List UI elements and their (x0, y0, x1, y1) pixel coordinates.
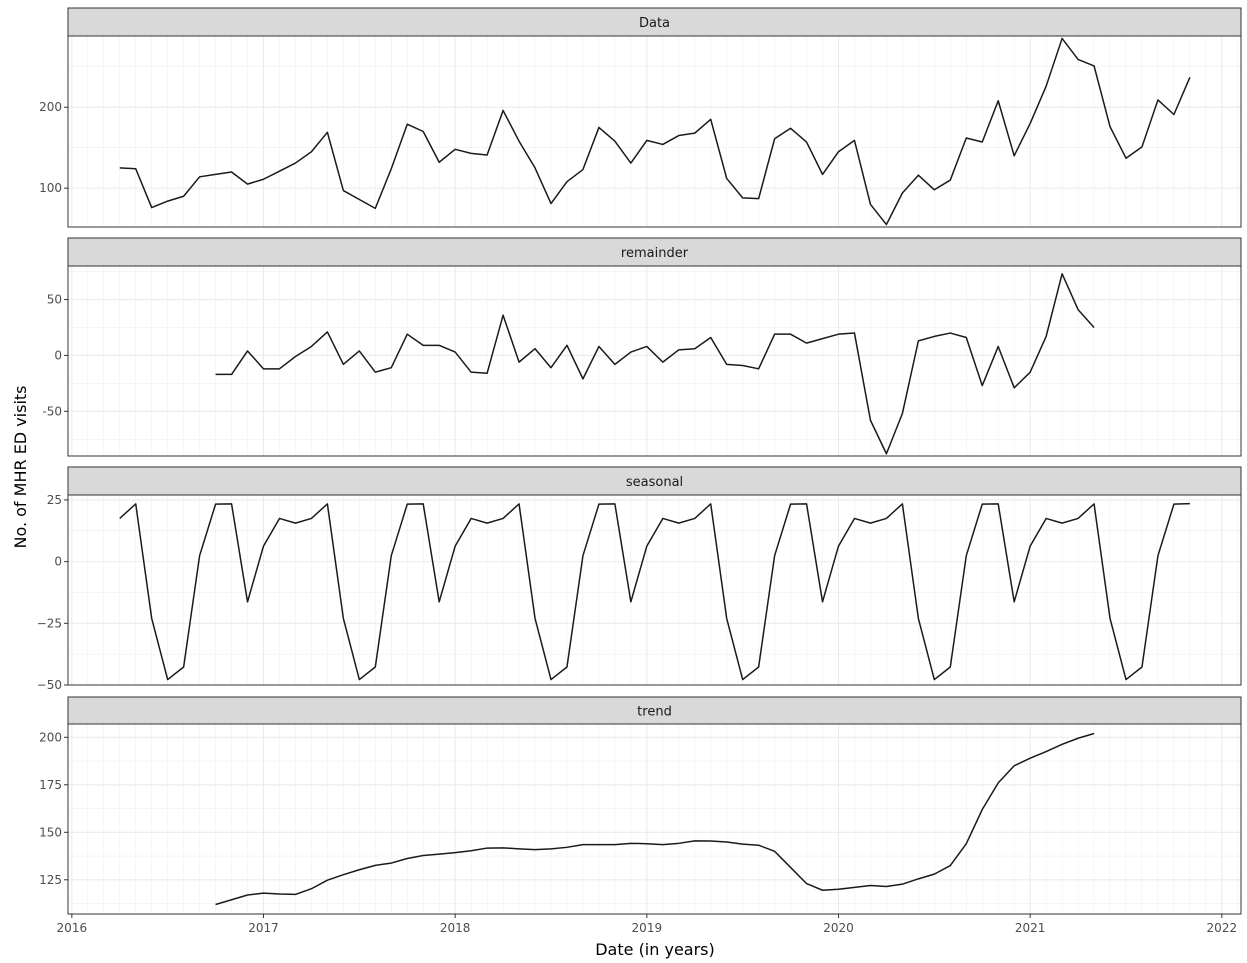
facet-strip (67, 237, 1242, 267)
x-tick-label: 2018 (440, 921, 471, 935)
y-tick-label: 100 (39, 181, 62, 195)
y-tick-label: 0 (54, 348, 62, 362)
x-tick-label: 2017 (248, 921, 279, 935)
panel-0: Data 100 200 (39, 7, 1242, 228)
y-tick-label: -50 (42, 404, 62, 418)
y-tick-label: −25 (37, 616, 62, 630)
x-tick-label: 2022 (1207, 921, 1238, 935)
plot-background (68, 266, 1241, 456)
facet-strip-label: trend (637, 705, 672, 720)
series-line-seasonal (119, 502, 1190, 681)
y-tick-label: 125 (39, 873, 62, 887)
facet-strip (67, 466, 1242, 496)
y-axis-title: No. of MHR ED visits (11, 385, 30, 548)
panel-border (67, 35, 1242, 228)
facet-strip-label: seasonal (626, 475, 683, 490)
panels-layer: Data 100 200 remainder -50 0 50 seasonal −50 −25 0… (37, 7, 1242, 915)
facet-strip (67, 7, 1242, 37)
panel-border (67, 723, 1242, 915)
y-tick-label: 200 (39, 730, 62, 744)
y-tick-label: 175 (39, 778, 62, 792)
plot-background (68, 36, 1241, 227)
series-line-remainder (215, 273, 1095, 455)
y-tick-label: 0 (54, 555, 62, 569)
facet-strip-label: Data (639, 16, 670, 31)
facet-strip (67, 696, 1242, 725)
x-tick-label: 2020 (823, 921, 854, 935)
facet-strip-label: remainder (621, 246, 689, 261)
y-tick-label: 25 (47, 493, 62, 507)
y-tick-label: 50 (47, 293, 62, 307)
panel-1: remainder -50 0 50 (42, 237, 1242, 457)
y-tick-label: −50 (37, 678, 62, 692)
y-tick-label: 200 (39, 100, 62, 114)
x-axis: 2016 2017 2018 2019 2020 2021 2022 (57, 914, 1238, 935)
x-tick-label: 2016 (57, 921, 88, 935)
panel-border (67, 265, 1242, 457)
x-tick-label: 2019 (632, 921, 663, 935)
x-axis-title: Date (in years) (595, 940, 715, 959)
plot-background (68, 495, 1241, 685)
panel-2: seasonal −50 −25 0 25 (37, 466, 1242, 692)
series-line-Data (119, 37, 1191, 226)
plot-background (68, 724, 1241, 914)
y-tick-label: 150 (39, 825, 62, 839)
panel-3: trend 125 150 175 200 (39, 696, 1242, 915)
x-tick-label: 2021 (1015, 921, 1046, 935)
panel-border (67, 494, 1242, 686)
series-line-trend (215, 732, 1095, 906)
